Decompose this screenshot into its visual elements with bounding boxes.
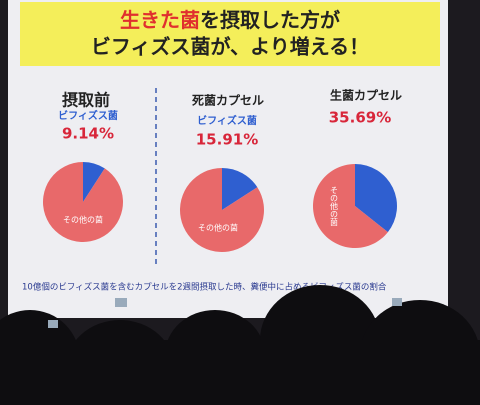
chart-title: 死菌カプセル	[192, 93, 264, 108]
phone-screen	[115, 298, 127, 307]
value-label: 35.69%	[329, 109, 391, 127]
chart-title: 摂取前	[62, 91, 110, 110]
pie-slice	[180, 168, 264, 252]
phone-screen	[48, 320, 58, 328]
pie-slice	[43, 162, 124, 242]
chart-title: 生菌カプセル	[330, 88, 402, 103]
value-label: 9.14%	[62, 125, 114, 143]
charts: 摂取前ビフィズス菌9.14%その他の菌死菌カプセルビフィズス菌15.91%その他…	[43, 88, 402, 252]
pie-slice	[313, 164, 388, 248]
audience	[0, 285, 480, 405]
slice-label: その他の菌	[330, 186, 339, 227]
phone-screen	[392, 298, 402, 306]
crowd	[0, 340, 480, 405]
slice-label: その他の菌	[63, 215, 103, 225]
value-label: 15.91%	[196, 131, 258, 149]
pie-slice	[355, 164, 397, 233]
category-label: ビフィズス菌	[58, 109, 118, 122]
pie-slice	[83, 162, 105, 202]
slide-title-line2: ビフィズス菌が、より増える！	[91, 35, 369, 59]
slide-title: 生きた菌を摂取した方が	[120, 8, 340, 32]
pie-slice	[222, 168, 258, 210]
title-highlight: 生きた菌	[120, 8, 200, 32]
title-rest: を摂取した方が	[200, 8, 340, 32]
category-label: ビフィズス菌	[197, 114, 257, 127]
title-band	[20, 2, 440, 66]
slice-label: その他の菌	[198, 223, 238, 233]
footnote: 10億個のビフィズス菌を含むカプセルを2週間摂取した時、糞便中に占めるビフィズス…	[22, 282, 387, 293]
